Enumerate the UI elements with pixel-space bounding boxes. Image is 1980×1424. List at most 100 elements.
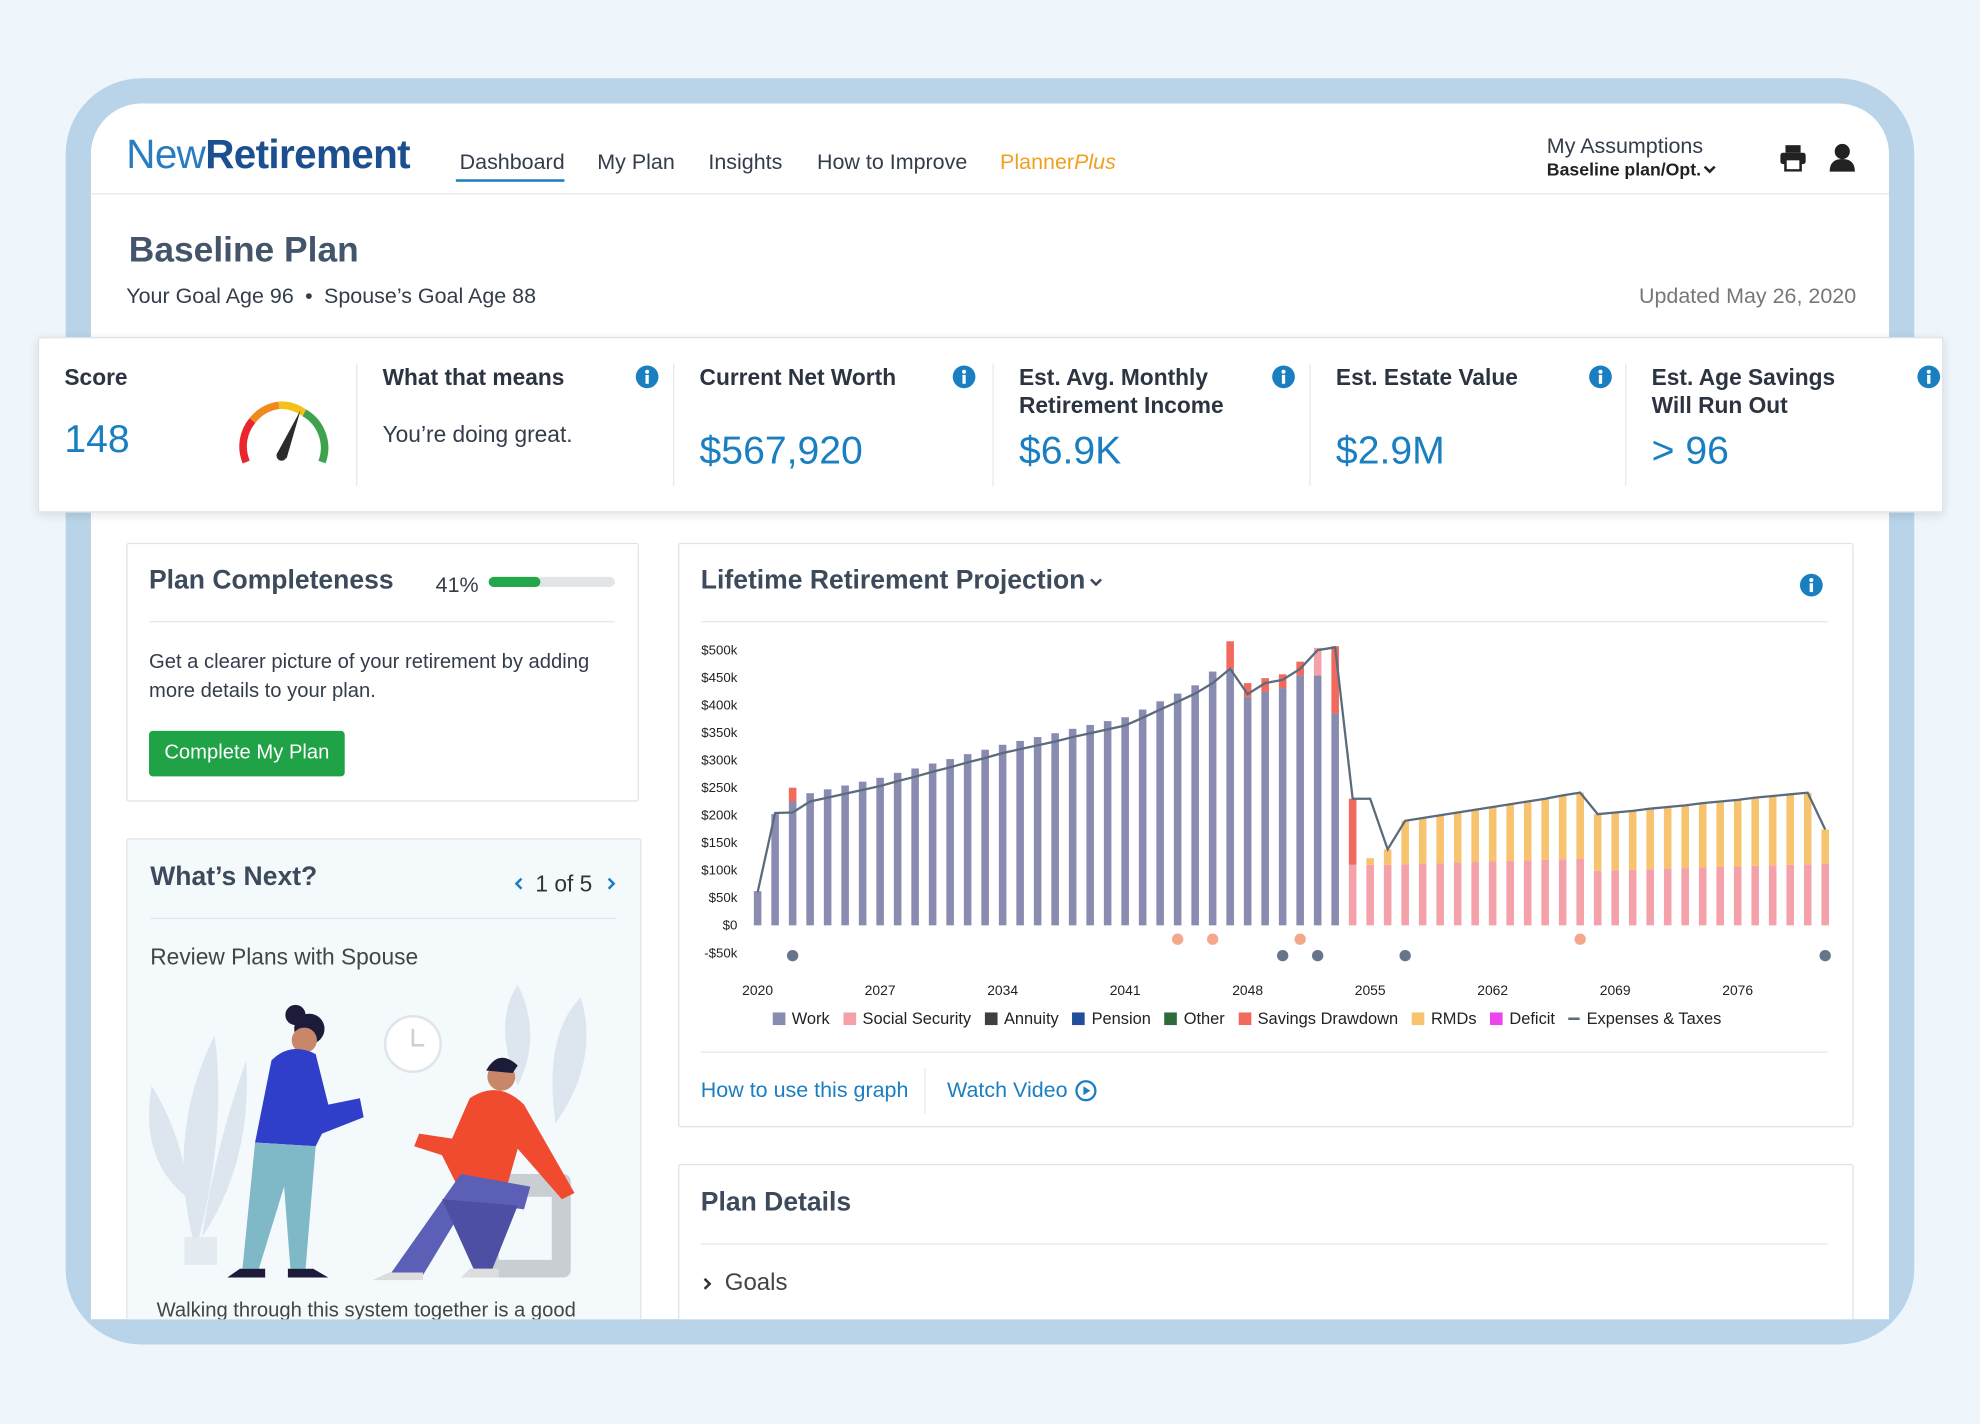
nav-item[interactable]: PlannerPlus [1000, 150, 1116, 175]
assumptions-label[interactable]: My Assumptions [1546, 133, 1704, 158]
bar-segment [1366, 858, 1374, 865]
bar-segment [876, 777, 884, 926]
bar-segment [1243, 683, 1252, 697]
bar-segment [1786, 864, 1794, 926]
bar-segment [1628, 869, 1637, 926]
bar-segment [1331, 646, 1339, 714]
next-item: Review Plans with Spouse [150, 944, 419, 970]
expand-icon[interactable] [701, 1275, 714, 1293]
bar-segment [1121, 717, 1129, 926]
prev-icon[interactable] [511, 875, 526, 893]
nav-item[interactable]: My Plan [597, 150, 675, 175]
legend-swatch [1568, 1016, 1581, 1020]
bar-segment [1681, 868, 1689, 926]
illustration [148, 984, 587, 1281]
metric-value: You’re doing great. [382, 421, 573, 447]
info-icon[interactable] [635, 365, 659, 389]
info-icon[interactable] [1799, 573, 1823, 597]
bar-segment [841, 785, 849, 926]
bar-segment [1611, 870, 1619, 926]
dropdown-icon[interactable] [1087, 577, 1105, 590]
info-icon[interactable] [1588, 365, 1612, 389]
bar-segment [1541, 859, 1549, 926]
legend-label: Social Security [862, 1008, 972, 1028]
nav-item[interactable]: How to Improve [816, 150, 968, 175]
divider [700, 1051, 1829, 1053]
bar-segment [1663, 868, 1672, 926]
divider [150, 917, 617, 920]
bar-segment [1646, 808, 1654, 870]
y-tick-label: $100k [701, 863, 737, 878]
help-link[interactable]: How to use this graph [700, 1078, 909, 1103]
bar-segment [1593, 870, 1602, 926]
print-icon[interactable] [1779, 144, 1807, 172]
legend-label: Pension [1091, 1008, 1151, 1028]
legend-label: Expenses & Taxes [1586, 1008, 1722, 1028]
info-icon[interactable] [1272, 365, 1296, 389]
card-title: Plan Completeness [148, 565, 394, 595]
metric-value: $2.9M [1335, 427, 1445, 473]
x-tick-label: 2069 [1600, 982, 1631, 998]
assumptions-value[interactable]: Baseline plan/Opt. [1546, 159, 1702, 180]
play-icon[interactable] [1075, 1079, 1098, 1102]
goal-age: Your Goal Age 96 [126, 284, 294, 309]
bar-segment [771, 814, 779, 926]
legend: Work Social Security Annuity Pension Other Sa… [772, 1008, 1722, 1028]
bar-segment [1453, 862, 1462, 926]
nav-text: Plus [1074, 150, 1116, 175]
bar-segment [1261, 691, 1269, 926]
event-marker [786, 949, 799, 962]
y-tick-label: $500k [701, 643, 737, 658]
bar-segment [806, 793, 814, 926]
event-marker [1819, 949, 1831, 962]
y-tick-label: -$50k [704, 945, 738, 960]
bar-segment [1348, 798, 1357, 865]
nav-item[interactable]: Insights [708, 150, 783, 175]
detail-item[interactable]: Goals [724, 1269, 788, 1297]
logo[interactable]: NewRetirement [126, 131, 410, 178]
next-text: Walking through this system together is … [156, 1300, 576, 1320]
bar-segment [1716, 801, 1724, 867]
info-icon[interactable] [952, 365, 976, 389]
video-link[interactable]: Watch Video [947, 1078, 1068, 1103]
bar-segment [1401, 820, 1409, 865]
chart-title: Lifetime Retirement Projection [700, 565, 1086, 595]
metric-separator [992, 363, 994, 487]
goal-ages: Your Goal Age 96 • Spouse’s Goal Age 88 [126, 284, 536, 309]
bar-segment [1366, 864, 1374, 926]
completeness-text: Get a clearer picture of your retirement… [148, 651, 590, 702]
next-icon[interactable] [604, 875, 619, 893]
metric-value: > 96 [1651, 427, 1729, 473]
x-tick-label: 2062 [1477, 982, 1508, 998]
bar-segment [1488, 806, 1497, 862]
bar-segment [1646, 869, 1654, 926]
bar-segment [1803, 864, 1812, 926]
x-tick-label: 2027 [865, 982, 896, 998]
metric-title: What that means [382, 364, 565, 391]
card-title: Plan Details [700, 1187, 852, 1217]
legend-label: Other [1183, 1008, 1225, 1028]
event-marker [1276, 949, 1289, 962]
bar-segment [1576, 792, 1584, 859]
plan-details-card [678, 1163, 1854, 1320]
bar-segment [928, 763, 937, 926]
complete-plan-button[interactable]: Complete My Plan [148, 730, 345, 777]
x-tick-label: 2076 [1722, 982, 1753, 998]
metric-value: 148 [64, 416, 130, 461]
info-icon[interactable] [1917, 365, 1941, 389]
bar-segment [1471, 862, 1479, 926]
user-icon[interactable] [1828, 143, 1856, 173]
bar-segment [1453, 812, 1462, 863]
legend-item: Annuity [985, 1009, 1059, 1028]
nav-item[interactable]: Dashboard [459, 150, 565, 175]
page-title: Baseline Plan [128, 229, 359, 269]
bar-segment [1558, 859, 1567, 926]
bar-segment [753, 891, 762, 926]
bar-segment [1751, 797, 1759, 866]
bar-segment [1138, 709, 1147, 926]
bar-segment [1681, 805, 1689, 869]
bar-segment [1821, 829, 1829, 864]
y-tick-label: $250k [701, 780, 737, 795]
